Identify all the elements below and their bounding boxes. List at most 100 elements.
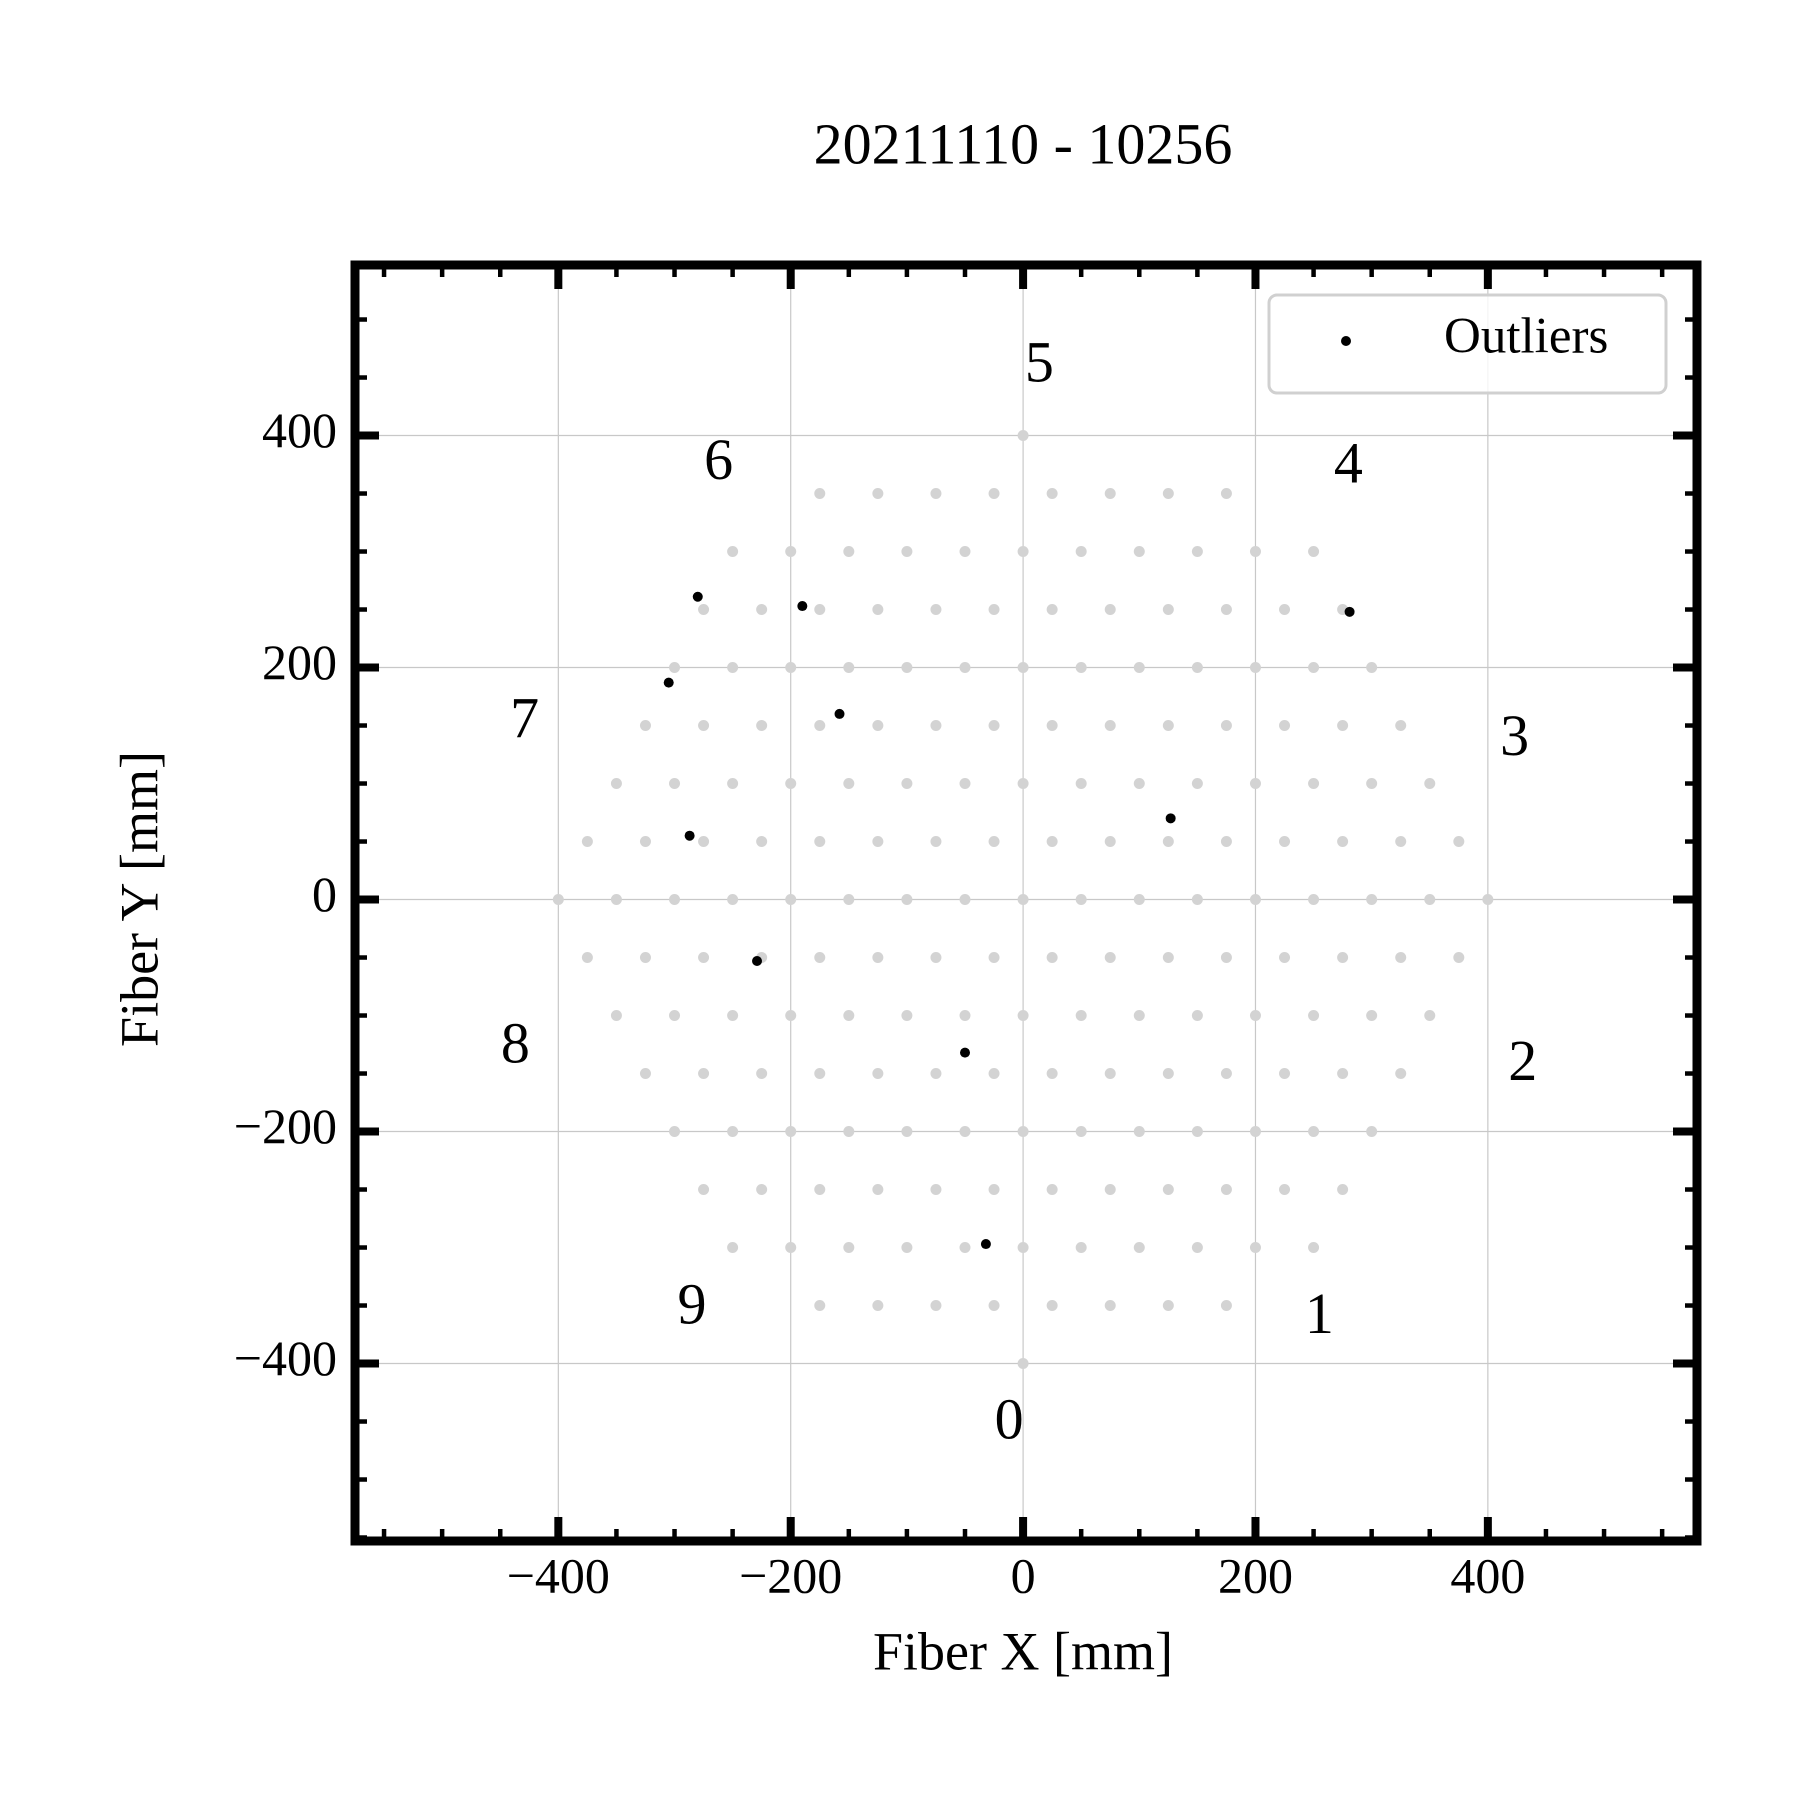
point	[1075, 546, 1087, 558]
point	[1191, 546, 1203, 558]
petal-label: 1	[1305, 1281, 1334, 1346]
point	[1133, 1010, 1145, 1022]
y-tick-label: 400	[262, 402, 337, 458]
point	[1279, 604, 1291, 616]
point	[930, 952, 942, 964]
point	[872, 952, 884, 964]
point	[785, 546, 797, 558]
petal-label: 0	[995, 1386, 1024, 1451]
point	[1017, 1126, 1029, 1138]
x-axis-label: Fiber X [mm]	[873, 1621, 1173, 1681]
point	[1104, 720, 1116, 732]
point	[901, 778, 913, 790]
point	[1249, 1126, 1261, 1138]
point	[1308, 662, 1320, 674]
point	[1366, 894, 1378, 906]
point	[684, 830, 695, 841]
point	[639, 720, 651, 732]
point	[756, 1184, 768, 1196]
petal-label: 3	[1500, 703, 1529, 768]
point	[1191, 1242, 1203, 1254]
point	[756, 604, 768, 616]
point	[814, 952, 826, 964]
point	[698, 604, 710, 616]
point	[1075, 662, 1087, 674]
point	[843, 1126, 855, 1138]
point	[959, 1010, 971, 1022]
point	[1046, 836, 1058, 848]
point	[1395, 952, 1407, 964]
point	[1220, 836, 1232, 848]
point	[1344, 606, 1355, 617]
point	[959, 1242, 971, 1254]
y-axis-label: Fiber Y [mm]	[109, 751, 169, 1047]
annotations: 0 1 2 3 4 5 6 7 8 9	[501, 330, 1537, 1452]
point	[1424, 894, 1436, 906]
point	[1046, 952, 1058, 964]
point	[1191, 1010, 1203, 1022]
x-tick-label: −200	[739, 1547, 842, 1603]
point	[727, 662, 739, 674]
point	[814, 604, 826, 616]
point	[727, 1242, 739, 1254]
point	[1220, 1300, 1232, 1312]
point	[727, 894, 739, 906]
x-tick-label: 400	[1450, 1547, 1525, 1603]
point	[1366, 778, 1378, 790]
point	[1220, 604, 1232, 616]
point	[814, 1184, 826, 1196]
point	[639, 952, 651, 964]
point	[1046, 1184, 1058, 1196]
point	[1337, 836, 1349, 848]
legend-marker	[1341, 336, 1351, 346]
petal-label: 4	[1334, 430, 1363, 495]
x-tick-label: −400	[507, 1547, 610, 1603]
point	[1220, 488, 1232, 500]
point	[785, 1242, 797, 1254]
chart-title: 20211110 - 10256	[814, 111, 1233, 176]
point	[698, 952, 710, 964]
point	[872, 604, 884, 616]
point	[1337, 720, 1349, 732]
point	[1104, 1300, 1116, 1312]
point	[669, 894, 681, 906]
point	[930, 1068, 942, 1080]
point	[1104, 1184, 1116, 1196]
point	[1075, 1242, 1087, 1254]
point	[639, 836, 651, 848]
point	[1104, 604, 1116, 616]
point	[1017, 894, 1029, 906]
point	[872, 720, 884, 732]
point	[698, 1068, 710, 1080]
point	[1046, 1300, 1058, 1312]
point	[1104, 836, 1116, 848]
point	[901, 546, 913, 558]
point	[843, 1242, 855, 1254]
point	[692, 591, 703, 602]
point	[669, 662, 681, 674]
point	[988, 1300, 1000, 1312]
point	[930, 604, 942, 616]
point	[1191, 662, 1203, 674]
point	[1308, 546, 1320, 558]
point	[988, 720, 1000, 732]
point	[1046, 1068, 1058, 1080]
point	[1453, 836, 1465, 848]
point	[698, 720, 710, 732]
point	[785, 1010, 797, 1022]
point	[1308, 1010, 1320, 1022]
point	[727, 1126, 739, 1138]
point	[1395, 720, 1407, 732]
petal-label: 6	[704, 427, 733, 492]
point	[843, 1010, 855, 1022]
point	[756, 1068, 768, 1080]
point	[1249, 1242, 1261, 1254]
point	[988, 836, 1000, 848]
point	[1162, 1068, 1174, 1080]
point	[960, 1047, 970, 1058]
point	[663, 677, 674, 688]
point	[1104, 1068, 1116, 1080]
point	[1017, 546, 1029, 558]
